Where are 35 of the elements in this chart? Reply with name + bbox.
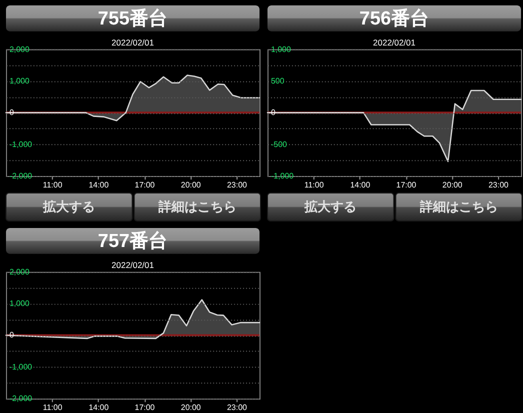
x-tick-label: 14:00 <box>88 403 110 412</box>
x-tick-label: 20:00 <box>442 180 463 190</box>
chart-title: 756番台 <box>359 7 430 30</box>
x-tick-label: 17:00 <box>396 180 417 190</box>
text: 詳細はこちら <box>418 198 498 214</box>
y-tick-label: -1,000 <box>9 140 33 149</box>
x-tick-label: 11:00 <box>42 180 63 190</box>
x-tick-label: 23:00 <box>488 180 509 190</box>
x-tick-label: 20:00 <box>180 403 202 412</box>
y-tick-label: -1,000 <box>270 172 294 181</box>
text: 拡大する <box>304 198 357 214</box>
y-tick-label: 1,000 <box>9 76 30 86</box>
x-tick-label: 14:00 <box>88 180 110 190</box>
y-tick-label: 1,000 <box>270 44 292 54</box>
y-tick-label: -500 <box>270 140 288 149</box>
text: 詳細はこちら <box>157 198 236 214</box>
text: 拡大する <box>42 198 96 214</box>
y-tick-label: -2,000 <box>9 172 33 181</box>
chart-title: 755番台 <box>98 7 168 30</box>
x-tick-label: 17:00 <box>134 180 156 190</box>
x-tick-label: 20:00 <box>180 180 202 190</box>
x-tick-label: 11:00 <box>42 403 63 412</box>
chart-subtitle: 2022/02/01 <box>373 37 416 48</box>
y-tick-label: 500 <box>270 76 285 86</box>
x-tick-label: 11:00 <box>304 180 324 190</box>
y-tick-label: 1,000 <box>9 299 30 308</box>
chart-subtitle: 2022/02/01 <box>112 37 154 48</box>
x-tick-label: 14:00 <box>350 180 371 190</box>
y-tick-label: -1,000 <box>9 362 33 372</box>
x-tick-label: 23:00 <box>226 403 248 412</box>
x-tick-label: 17:00 <box>134 403 156 412</box>
chart-subtitle: 2022/02/01 <box>112 260 154 270</box>
y-tick-label: -2,000 <box>9 394 33 404</box>
chart-title: 757番台 <box>98 230 168 252</box>
x-tick-label: 23:00 <box>226 180 248 190</box>
